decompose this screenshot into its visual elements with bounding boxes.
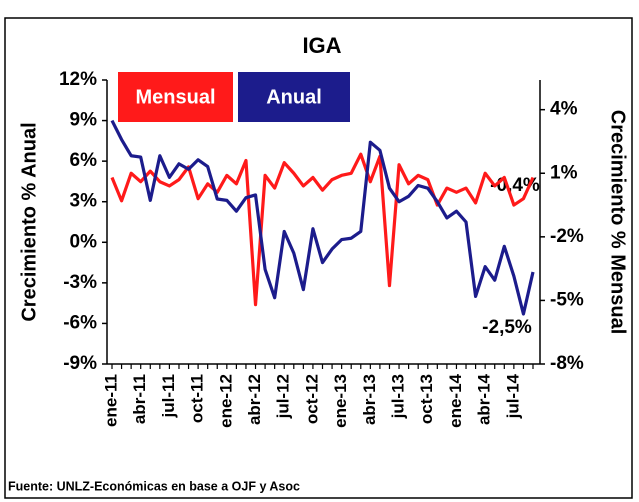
x-tick-label: oct-11	[188, 374, 207, 423]
x-tick-label: jul-11	[159, 374, 178, 418]
x-tick-label: oct-13	[417, 374, 436, 424]
y-tick-label: 9%	[70, 110, 98, 131]
x-tick-label: ene-12	[216, 374, 235, 428]
y-tick-label: 12%	[59, 69, 97, 90]
x-tick-label: ene-14	[446, 373, 465, 427]
series-line	[110, 152, 535, 307]
y-tick-label: -6%	[63, 312, 97, 333]
legend-swatch	[118, 72, 233, 122]
x-tick-label: abr-11	[130, 374, 149, 424]
x-tick-label: oct-12	[302, 374, 321, 424]
y-tick-label: 0%	[70, 231, 98, 252]
x-tick-label: abr-14	[475, 373, 494, 425]
x-tick-label: jul-13	[389, 374, 408, 419]
x-tick-label: jul-14	[503, 373, 522, 419]
y2-tick-label: -8%	[550, 353, 584, 374]
x-tick-label: jul-12	[274, 374, 293, 419]
x-tick-label: ene-13	[331, 374, 350, 428]
chart-title: IGA	[302, 33, 341, 58]
x-tick-label: abr-12	[245, 374, 264, 425]
series-line	[110, 119, 535, 316]
y2-tick-label: 1%	[550, 162, 578, 183]
y2-tick-label: -5%	[550, 289, 584, 310]
legend-label: Anual	[266, 86, 322, 108]
x-tick-label: abr-13	[360, 374, 379, 425]
source: Fuente: UNLZ-Económicas en base a OJF y …	[8, 479, 300, 493]
frame	[4, 17, 633, 499]
y-axis-label: Crecimiento % Anual	[18, 122, 40, 321]
legend-swatch	[238, 72, 350, 122]
y-tick-label: 3%	[70, 191, 98, 212]
legend-label: Mensual	[135, 86, 215, 108]
y2-tick-label: 4%	[550, 99, 578, 120]
y-tick-label: -9%	[63, 353, 97, 374]
x-tick-label: ene-11	[101, 374, 120, 427]
y-tick-label: -3%	[63, 272, 97, 293]
y-tick-label: 6%	[70, 150, 98, 171]
annotation: -2,5%	[482, 317, 532, 338]
y2-tick-label: -2%	[550, 226, 584, 247]
y2-axis-label: Crecimiento % Mensual	[607, 110, 629, 335]
